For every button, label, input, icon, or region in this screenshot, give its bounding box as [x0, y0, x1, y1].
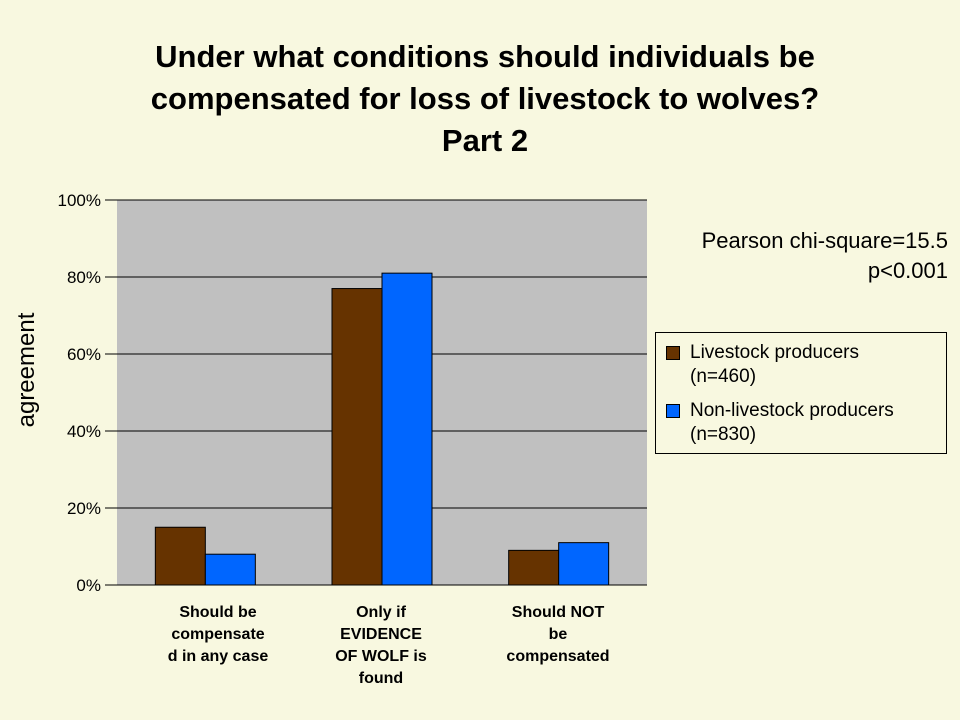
bar-livestock-3 [508, 549, 560, 586]
x-category-label-1: Should be compensate d in any case [167, 604, 269, 665]
bar-non-livestock-1 [204, 553, 256, 586]
y-tick-label: 100% [58, 191, 101, 210]
y-tick-label: 40% [67, 422, 101, 441]
legend-swatch-livestock [666, 346, 680, 360]
p-value-text: p<0.001 [867, 258, 948, 283]
bar-livestock-2 [331, 288, 383, 586]
bar-non-livestock-2 [381, 272, 433, 586]
legend-swatch-non-livestock [666, 404, 680, 418]
x-category-label-3: Should NOT be compensated [506, 604, 610, 665]
chi-square-text: Pearson chi-square=15.5 [701, 228, 948, 253]
y-tick-label: 60% [67, 345, 101, 364]
title-line-3: Part 2 [441, 123, 529, 158]
bar-non-livestock-3 [558, 542, 610, 586]
statistics-annotation: Pearson chi-square=15.5 p<0.001 [702, 226, 948, 286]
bar-livestock-1 [154, 526, 206, 586]
y-tick-label: 0% [76, 576, 101, 595]
x-category-label-2: Only if EVIDENCE OF WOLF is found [335, 604, 427, 687]
legend-label-non-livestock: Non-livestock producers (n=830) [690, 400, 894, 445]
legend-item-non-livestock: Non-livestock producers (n=830) [666, 399, 894, 447]
legend-label-livestock: Livestock producers (n=460) [690, 342, 859, 387]
y-axis-label: agreement [13, 312, 40, 428]
legend-item-livestock: Livestock producers (n=460) [666, 341, 859, 389]
chart-legend: Livestock producers (n=460) Non-livestoc… [655, 332, 947, 454]
title-line-1: Under what conditions should individuals… [155, 39, 815, 74]
y-tick-label: 20% [67, 499, 101, 518]
y-tick-label: 80% [67, 268, 101, 287]
chart-title: Under what conditions should individuals… [0, 36, 960, 162]
title-line-2: compensated for loss of livestock to wol… [150, 81, 820, 116]
